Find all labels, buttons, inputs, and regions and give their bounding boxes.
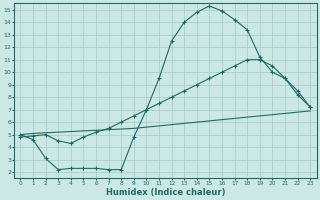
X-axis label: Humidex (Indice chaleur): Humidex (Indice chaleur) bbox=[106, 188, 225, 197]
